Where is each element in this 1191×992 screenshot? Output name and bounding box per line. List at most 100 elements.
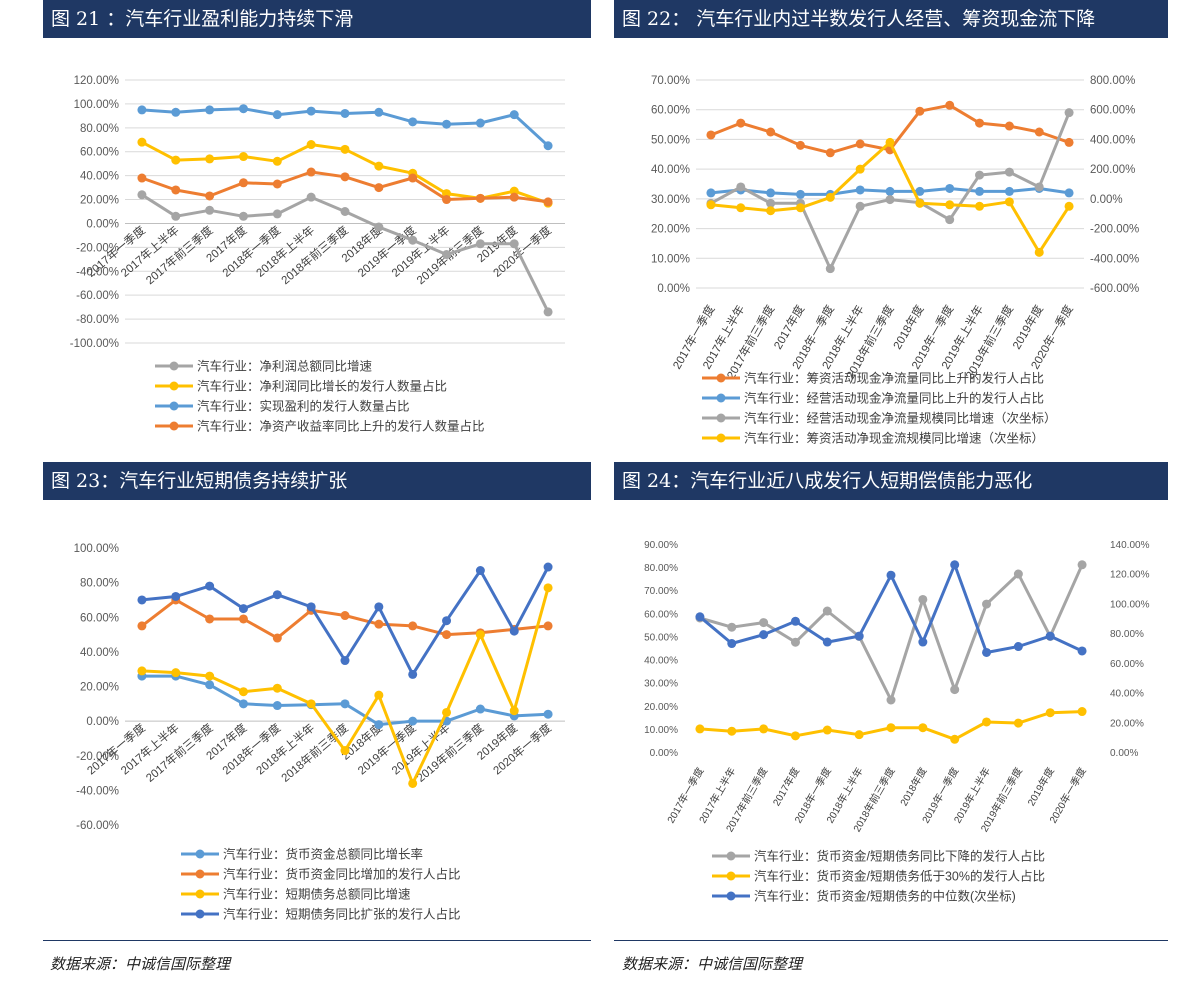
data-point	[272, 110, 282, 120]
data-point	[1045, 631, 1055, 641]
chart-svg: 100.00% 80.00% 60.00% 40.00% 20.00% 0.00% -20.…	[74, 543, 565, 922]
data-point	[543, 307, 553, 317]
data-point	[975, 170, 985, 180]
data-point	[374, 107, 384, 117]
y-tick-label: -60.00%	[76, 290, 119, 302]
y-tick-label: 120.00%	[74, 75, 119, 87]
data-point	[736, 118, 746, 128]
source-divider	[614, 940, 1168, 941]
data-point	[695, 724, 705, 734]
y2-tick-label: 140.00%	[1110, 540, 1150, 551]
data-point	[1004, 121, 1014, 131]
data-point	[885, 137, 895, 147]
data-point	[475, 239, 485, 249]
data-point	[822, 725, 832, 735]
legend-marker	[716, 393, 726, 403]
data-point	[795, 203, 805, 213]
legend-marker	[726, 891, 736, 901]
data-point	[790, 616, 800, 626]
legend-label: 汽车行业：货币资金/短期债务同比下降的发行人占比	[754, 849, 1045, 864]
data-point	[736, 203, 746, 213]
data-point	[442, 195, 452, 205]
data-point	[855, 185, 865, 195]
data-point	[727, 639, 737, 649]
legend-marker	[195, 849, 205, 859]
data-point	[475, 704, 485, 714]
data-point	[475, 118, 485, 128]
data-point	[306, 602, 316, 612]
y-tick-label: -80.00%	[76, 314, 119, 326]
y2-tick-label: 400.00%	[1090, 134, 1135, 146]
y-tick-label: -20.00%	[76, 751, 119, 763]
chart-title: 图 24：汽车行业近八成发行人短期偿债能力恶化	[614, 462, 1168, 500]
data-point	[736, 182, 746, 192]
data-point	[408, 669, 418, 679]
legend-label: 汽车行业：净利润同比增长的发行人数量占比	[197, 379, 447, 394]
data-point	[945, 200, 955, 210]
legend-marker	[195, 909, 205, 919]
data-point	[950, 560, 960, 570]
data-point	[205, 205, 215, 215]
data-point	[885, 195, 895, 205]
data-point	[272, 590, 282, 600]
data-point	[475, 566, 485, 576]
source-divider	[43, 940, 591, 941]
legend-marker	[169, 361, 179, 371]
chart-panel-fig22: 图 22： 汽车行业内过半数发行人经营、筹资现金流下降 70.00% 60.00%…	[614, 0, 1168, 452]
data-point	[238, 178, 248, 188]
chart-title: 图 21 ：汽车行业盈利能力持续下滑	[43, 0, 591, 38]
data-point	[1045, 708, 1055, 718]
y2-tick-label: 100.00%	[1110, 599, 1150, 610]
data-point	[915, 198, 925, 208]
data-point	[205, 680, 215, 690]
data-point	[1034, 127, 1044, 137]
y2-tick-label: 0.00%	[1110, 748, 1138, 759]
data-point	[982, 599, 992, 609]
data-point	[137, 137, 147, 147]
data-point	[975, 201, 985, 211]
y-tick-label: 100.00%	[74, 543, 119, 555]
data-point	[340, 144, 350, 154]
data-point	[918, 637, 928, 647]
y-tick-label: -20.00%	[76, 242, 119, 254]
data-point	[975, 186, 985, 196]
legend-label: 汽车行业：筹资活动现金净流量同比上升的发行人占比	[744, 371, 1044, 386]
data-point	[408, 621, 418, 631]
data-point	[982, 717, 992, 727]
data-point	[171, 107, 181, 117]
data-point	[442, 707, 452, 717]
legend-label: 汽车行业：净利润总额同比增速	[197, 359, 373, 374]
y-tick-label: 60.00%	[644, 609, 678, 620]
y2-tick-label: 120.00%	[1110, 570, 1150, 581]
legend-label: 汽车行业：货币资金同比增加的发行人占比	[223, 867, 461, 882]
data-point	[238, 152, 248, 162]
y-tick-label: 70.00%	[651, 75, 690, 87]
chart-svg: 120.00% 100.00% 80.00% 60.00% 40.00% 20.00% 0.…	[70, 75, 565, 434]
y2-tick-label: 20.00%	[1110, 718, 1144, 729]
legend-label: 汽车行业：短期债务同比扩张的发行人占比	[223, 907, 461, 922]
source-note: 数据来源：中诚信国际整理	[622, 955, 803, 973]
y-tick-label: 80.00%	[644, 563, 678, 574]
data-point	[171, 668, 181, 678]
data-point	[1064, 188, 1074, 198]
y-tick-label: 50.00%	[644, 632, 678, 643]
y-tick-label: 10.00%	[651, 253, 690, 265]
legend-label: 汽车行业：筹资活动净现金流规模同比增速（次坐标）	[744, 431, 1044, 446]
chart-panel-fig24: 图 24：汽车行业近八成发行人短期偿债能力恶化 90.00% 80.00% 70.0…	[614, 462, 1168, 940]
data-point	[706, 188, 716, 198]
legend-marker	[195, 889, 205, 899]
data-point	[915, 186, 925, 196]
y-tick-label: 80.00%	[80, 123, 119, 135]
y-tick-label: 30.00%	[644, 679, 678, 690]
data-point	[205, 191, 215, 201]
y-tick-label: 60.00%	[80, 147, 119, 159]
data-point	[975, 118, 985, 128]
data-point	[137, 595, 147, 605]
data-point	[1064, 201, 1074, 211]
data-point	[509, 626, 519, 636]
y-tick-label: 90.00%	[644, 540, 678, 551]
data-point	[790, 637, 800, 647]
y-tick-label: 50.00%	[651, 134, 690, 146]
y-tick-label: -40.00%	[76, 266, 119, 278]
data-point	[766, 127, 776, 137]
